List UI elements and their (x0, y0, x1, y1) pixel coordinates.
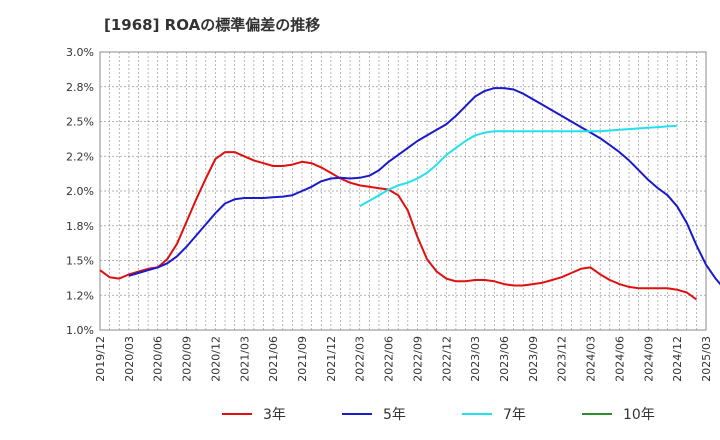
series-lines (99, 87, 720, 301)
x-tick-label: 2020/03 (123, 336, 136, 382)
y-tick-label: 3.0% (66, 46, 94, 59)
legend-label: 3年 (263, 407, 286, 423)
x-tick-label: 2024/06 (613, 336, 626, 382)
x-tick-label: 2021/06 (267, 336, 280, 382)
x-tick-label: 2024/03 (585, 336, 598, 382)
x-tick-label: 2021/03 (238, 336, 251, 382)
legend: 3年 5年 7年 10年 (222, 407, 655, 423)
x-tick-label: 2019/12 (94, 336, 107, 382)
x-tick-label: 2023/03 (469, 336, 482, 382)
x-tick-label: 2020/12 (209, 336, 222, 382)
x-tick-label: 2022/09 (411, 336, 424, 382)
y-tick-label: 2.5% (66, 116, 94, 129)
y-tick-label: 1.5% (66, 255, 94, 268)
x-tick-label: 2024/09 (642, 336, 655, 382)
x-tick-label: 2023/09 (527, 336, 540, 382)
x-axis: 2019/12 2020/03 2020/06 2020/09 2020/12 2021/… (94, 336, 713, 382)
plot-background (99, 51, 707, 331)
y-axis: 1.0% 1.2% 1.5% 1.8% 2.0% 2.2% 2.5% 2.8% 3.0% (66, 46, 94, 337)
y-tick-label: 1.2% (66, 289, 94, 302)
series-line-5年 (128, 87, 720, 286)
legend-label: 7年 (503, 407, 526, 423)
x-tick-label: 2023/12 (556, 336, 569, 382)
x-tick-label: 2022/03 (354, 336, 367, 382)
x-tick-label: 2024/12 (671, 336, 684, 382)
x-tick-label: 2020/09 (181, 336, 194, 382)
x-tick-label: 2023/06 (498, 336, 511, 382)
x-tick-label: 2021/09 (296, 336, 309, 382)
y-tick-label: 2.0% (66, 185, 94, 198)
y-tick-label: 1.8% (66, 220, 94, 233)
series-line-7年 (359, 124, 678, 208)
x-tick-label: 2022/12 (440, 336, 453, 382)
series-line-3年 (99, 151, 697, 301)
x-tick-label: 2022/06 (383, 336, 396, 382)
y-tick-label: 2.8% (66, 81, 94, 94)
chart-title: [1968] ROAの標準偏差の推移 (104, 16, 321, 34)
y-tick-label: 2.2% (66, 150, 94, 163)
y-tick-label: 1.0% (66, 324, 94, 337)
legend-label: 5年 (383, 407, 406, 423)
x-tick-label: 2025/03 (700, 336, 713, 382)
x-tick-label: 2021/12 (325, 336, 338, 382)
legend-label: 10年 (623, 407, 655, 423)
x-tick-label: 2020/06 (152, 336, 165, 382)
